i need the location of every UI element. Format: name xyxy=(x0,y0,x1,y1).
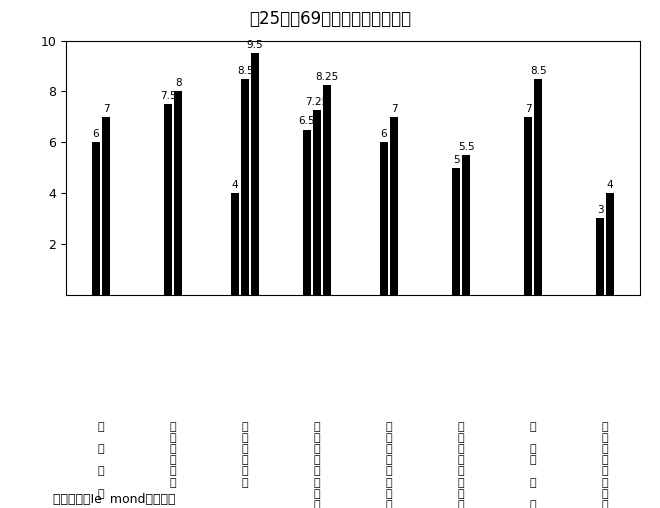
Bar xyxy=(102,117,110,295)
Text: ホ

テ
ル

基

金: ホ テ ル 基 金 xyxy=(530,422,537,508)
Text: 輸
出
信
用
（
中
期
）: 輸 出 信 用 （ 中 期 ） xyxy=(602,422,609,508)
Text: 8.5: 8.5 xyxy=(530,66,546,76)
Text: 7: 7 xyxy=(525,104,531,114)
Text: 第25図　69年の主要金利引上げ: 第25図 69年の主要金利引上げ xyxy=(249,10,411,28)
Bar xyxy=(92,142,100,295)
Text: 経
済
発
展
基
金: 経 済 発 展 基 金 xyxy=(242,422,248,488)
Text: 5.5: 5.5 xyxy=(458,142,475,152)
Bar xyxy=(462,155,470,295)
Bar xyxy=(303,130,311,295)
Bar xyxy=(323,85,331,295)
Bar xyxy=(524,117,532,295)
Text: 公

定

歩

合: 公 定 歩 合 xyxy=(98,422,104,499)
Bar xyxy=(164,104,172,295)
Text: 4: 4 xyxy=(607,180,613,190)
Text: 7.25: 7.25 xyxy=(306,98,329,108)
Text: 7: 7 xyxy=(391,104,397,114)
Text: ク
レ
デ
ィ
フ
ォ
ン
シ
ュ: ク レ デ ィ フ ォ ン シ ュ xyxy=(458,422,465,508)
Text: 6: 6 xyxy=(93,129,100,139)
Text: 8.25: 8.25 xyxy=(315,72,339,82)
Bar xyxy=(390,117,398,295)
Text: 8: 8 xyxy=(175,78,182,88)
Text: 7: 7 xyxy=(103,104,110,114)
Text: 4: 4 xyxy=(232,180,238,190)
Bar xyxy=(251,53,259,295)
Bar xyxy=(452,168,460,295)
Bar xyxy=(241,79,249,295)
Text: ク
レ
デ
ィ
ナ
シ
ョ
ナ
ル: ク レ デ ィ ナ シ ョ ナ ル xyxy=(314,422,320,508)
Text: 7.5: 7.5 xyxy=(160,91,176,101)
Text: 6.5: 6.5 xyxy=(299,116,315,126)
Bar xyxy=(606,193,614,295)
Bar xyxy=(313,111,321,295)
Text: 9.5: 9.5 xyxy=(247,40,263,50)
Bar xyxy=(174,91,182,295)
Text: 農
業
基
金
（
中
期
）: 農 業 基 金 （ 中 期 ） xyxy=(386,422,393,508)
Bar xyxy=(596,218,604,295)
Bar xyxy=(231,193,239,295)
Text: 6: 6 xyxy=(381,129,387,139)
Text: （出所）　Ie  mondから作成: （出所） Ie mondから作成 xyxy=(53,493,176,506)
Text: 3: 3 xyxy=(597,205,603,215)
Text: 5: 5 xyxy=(453,154,459,165)
Bar xyxy=(534,79,542,295)
Bar xyxy=(380,142,388,295)
Text: 8.5: 8.5 xyxy=(237,66,253,76)
Text: 証
券
担
保
貸
付: 証 券 担 保 貸 付 xyxy=(170,422,176,488)
